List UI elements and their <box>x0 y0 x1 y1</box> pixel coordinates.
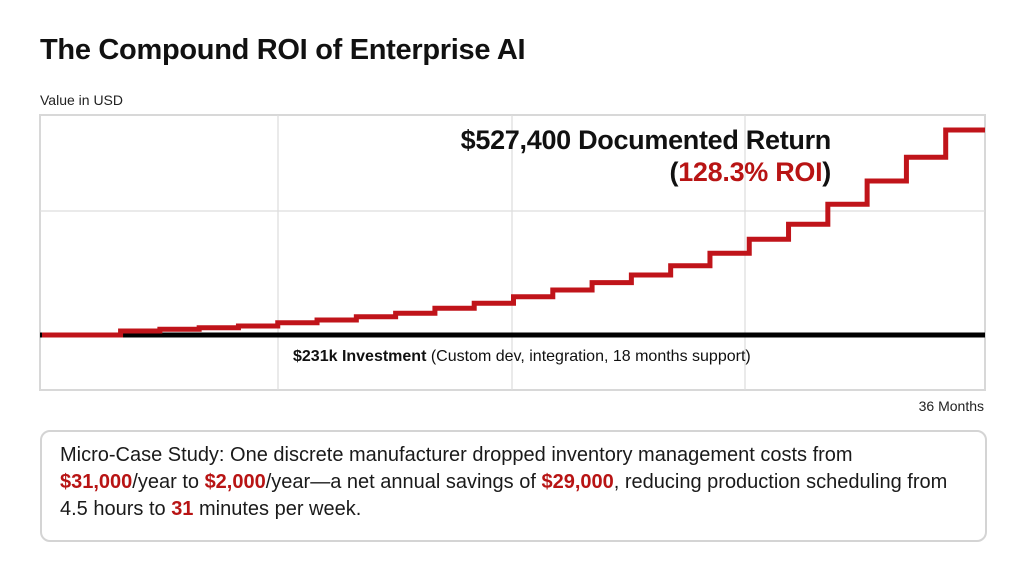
case-text: minutes per week. <box>193 498 362 520</box>
roi-label: (128.3% ROI) <box>461 156 832 188</box>
roi-value: 128.3% ROI <box>678 157 823 187</box>
investment-amount: $231k Investment <box>293 348 427 365</box>
case-study-box: Micro-Case Study: One discrete manufactu… <box>40 430 987 542</box>
return-annotation: $527,400 Documented Return (128.3% ROI) <box>460 124 832 188</box>
investment-annotation: $231k Investment (Custom dev, integratio… <box>293 348 751 366</box>
case-text: , reducing production scheduling from 4.… <box>60 471 948 520</box>
case-text: /year to <box>132 471 205 493</box>
investment-detail: (Custom dev, integration, 18 months supp… <box>426 348 751 365</box>
chart-title: The Compound ROI of Enterprise AI <box>40 34 526 66</box>
case-value: $29,000 <box>541 471 614 493</box>
y-axis-label: Value in USD <box>40 92 124 108</box>
x-axis-label: 36 Months <box>918 398 984 414</box>
case-text: /year—a net annual savings of <box>265 471 542 493</box>
case-value: 31 <box>171 498 194 520</box>
case-value: $31,000 <box>60 471 133 493</box>
return-label: $527,400 Documented Return <box>460 125 832 155</box>
return-step-line <box>42 127 985 338</box>
roi-paren-close: ) <box>822 157 831 187</box>
case-text: Micro-Case Study: One discrete manufactu… <box>60 444 853 466</box>
case-value: $2,000 <box>204 471 266 493</box>
roi-paren-open: ( <box>669 157 679 187</box>
